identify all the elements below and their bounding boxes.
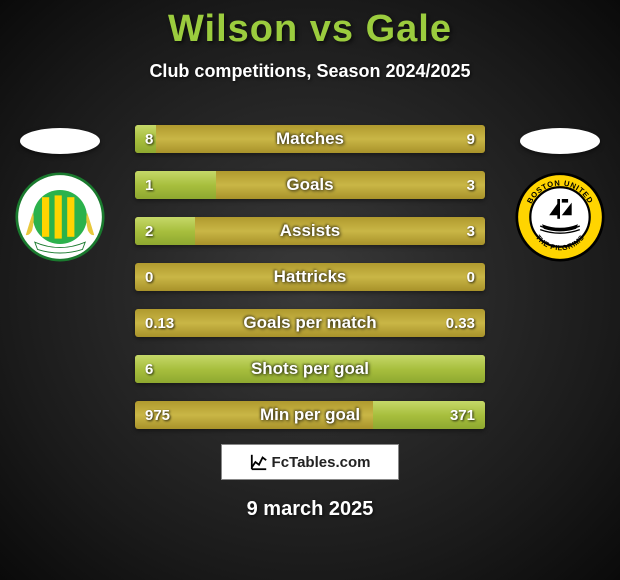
bar-row-spg: 6 Shots per goal (135, 355, 485, 383)
bar-row-goals: 1 Goals 3 (135, 171, 485, 199)
bar-value-right: 3 (467, 217, 475, 245)
page-subtitle: Club competitions, Season 2024/2025 (0, 61, 620, 82)
bar-label: Hattricks (135, 263, 485, 291)
brand-text: FcTables.com (272, 454, 371, 471)
bar-value-right: 0.33 (446, 309, 475, 337)
crest-left (15, 172, 105, 262)
page-title: Wilson vs Gale (0, 0, 620, 51)
flag-right (520, 128, 600, 154)
flag-left (20, 128, 100, 154)
bar-row-assists: 2 Assists 3 (135, 217, 485, 245)
bar-value-right: 0 (467, 263, 475, 291)
bar-label: Shots per goal (135, 355, 485, 383)
crest-right: BOSTON UNITED THE PILGRIMS (515, 172, 605, 262)
bar-value-right: 3 (467, 171, 475, 199)
bar-value-right: 9 (467, 125, 475, 153)
bar-label: Goals per match (135, 309, 485, 337)
bar-label: Matches (135, 125, 485, 153)
bar-label: Min per goal (135, 401, 485, 429)
bar-label: Assists (135, 217, 485, 245)
stats-bars: 8 Matches 9 1 Goals 3 2 Assists 3 0 Hatt… (135, 125, 485, 447)
bar-value-right: 371 (450, 401, 475, 429)
chart-line-icon (250, 453, 268, 471)
bar-row-matches: 8 Matches 9 (135, 125, 485, 153)
bar-label: Goals (135, 171, 485, 199)
bar-row-mpg: 975 Min per goal 371 (135, 401, 485, 429)
brand-logo: FcTables.com (221, 444, 399, 480)
bar-row-hattricks: 0 Hattricks 0 (135, 263, 485, 291)
bar-row-gpm: 0.13 Goals per match 0.33 (135, 309, 485, 337)
date-text: 9 march 2025 (0, 498, 620, 521)
